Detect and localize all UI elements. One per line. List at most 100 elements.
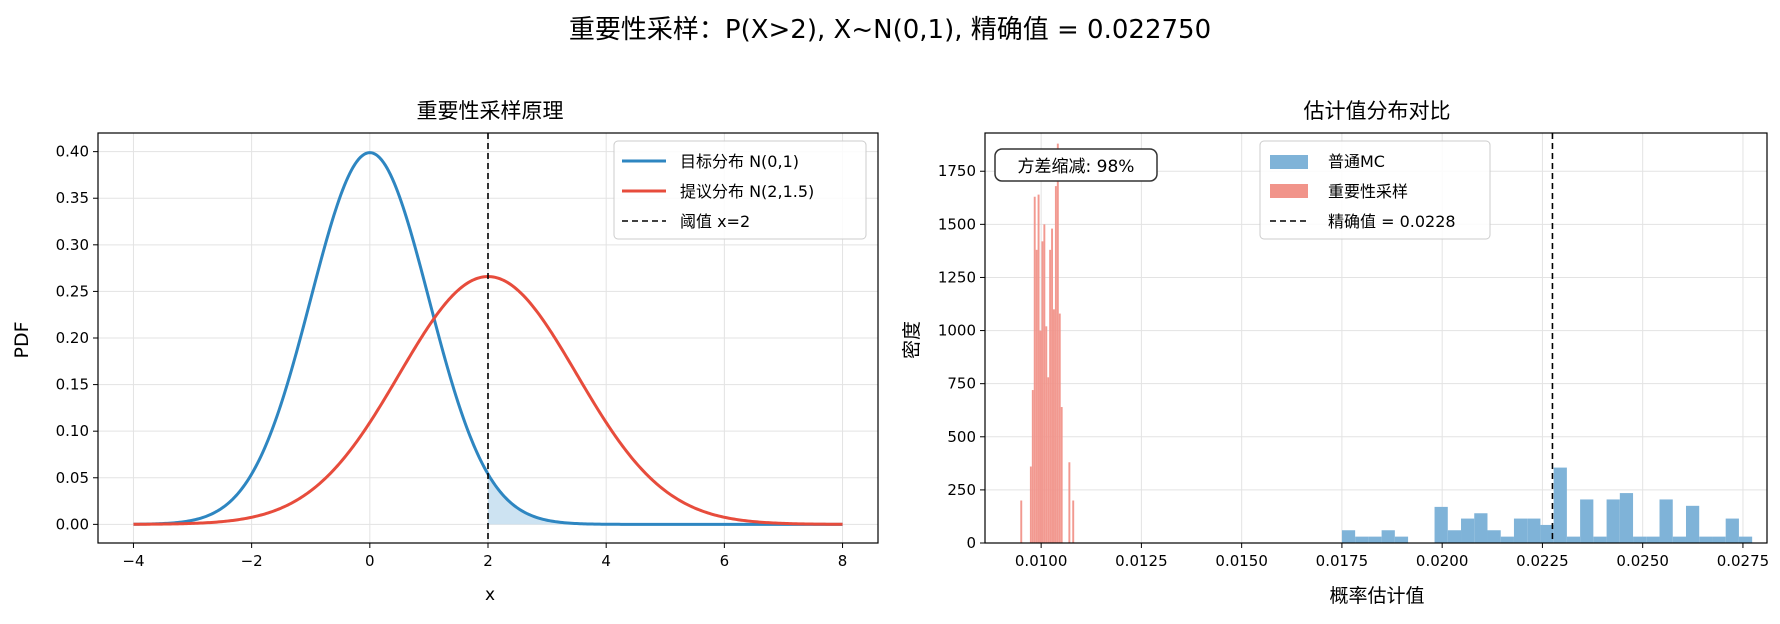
right-x-tick-label: 0.0100	[1015, 552, 1068, 570]
legend-label-target: 目标分布 N(0,1)	[680, 152, 799, 171]
plain-mc-bar	[1447, 530, 1462, 543]
right-x-axis-ticks: 0.0100 0.0125 0.0150 0.0175 0.0200 0.0225 0.02…	[1015, 543, 1769, 570]
importance-sampling-bar	[1043, 224, 1046, 543]
plain-mc-bar	[1461, 518, 1475, 543]
right-y-tick-label: 1500	[938, 215, 976, 233]
plain-mc-bar	[1646, 536, 1660, 543]
importance-sampling-histogram	[1020, 143, 1075, 544]
legend-swatch-plain-mc	[1270, 155, 1308, 169]
importance-sampling-bar	[1029, 466, 1032, 543]
plain-mc-bar	[1593, 536, 1607, 543]
plain-mc-bar	[1434, 506, 1448, 543]
left-y-tick-label: 0.25	[56, 282, 89, 300]
plain-mc-bar	[1685, 505, 1700, 543]
plain-mc-bar	[1474, 513, 1488, 543]
right-plot-frame	[984, 132, 1768, 544]
left-x-tick-label: −2	[241, 552, 263, 570]
importance-sampling-bar	[1037, 194, 1040, 544]
plain-mc-bar	[1659, 499, 1673, 543]
panel-estimator-distribution-comparison: 估计值分布对比 0.0100 0.0125 0.0150 0.0175 0.0200 0.…	[901, 99, 1769, 607]
plain-mc-bar	[1633, 536, 1647, 543]
variance-reduction-text: 方差缩减: 98%	[1018, 157, 1135, 177]
left-y-tick-label: 0.05	[56, 469, 89, 487]
left-legend-box	[613, 140, 867, 240]
importance-sampling-bar	[1072, 500, 1075, 543]
left-y-tick-label: 0.15	[56, 376, 89, 394]
importance-sampling-bar	[1060, 407, 1063, 543]
right-chart-title: 估计值分布对比	[1304, 99, 1451, 123]
plain-mc-bar	[1341, 530, 1356, 543]
plain-mc-bar	[1712, 536, 1726, 543]
plain-mc-histogram	[1341, 467, 1753, 543]
left-legend: 目标分布 N(0,1) 提议分布 N(2,1.5) 阈值 x=2	[613, 140, 867, 240]
plain-mc-bar	[1487, 530, 1501, 543]
plain-mc-bar	[1553, 467, 1567, 543]
right-y-axis-label: 密度	[901, 321, 923, 359]
right-x-tick-label: 0.0200	[1416, 552, 1469, 570]
importance-sampling-bar	[1039, 330, 1042, 543]
tail-probability-shaded-area	[488, 474, 843, 525]
left-y-tick-label: 0.40	[56, 143, 89, 161]
right-x-tick-label: 0.0125	[1115, 552, 1168, 570]
left-y-tick-label: 0.20	[56, 329, 89, 347]
left-y-tick-label: 0.35	[56, 189, 89, 207]
legend-label-importance-sampling: 重要性采样	[1328, 182, 1408, 201]
variance-reduction-annotation: 方差缩减: 98%	[994, 148, 1158, 182]
importance-sampling-bar	[1053, 309, 1055, 543]
legend-swatch-importance-sampling	[1270, 184, 1308, 198]
importance-sampling-bar	[1041, 241, 1044, 543]
plain-mc-bar	[1540, 524, 1554, 543]
plain-mc-bar	[1527, 518, 1541, 543]
importance-sampling-bar	[1056, 143, 1059, 543]
legend-label-plain-mc: 普通MC	[1328, 152, 1385, 171]
right-y-tick-label: 250	[947, 481, 976, 499]
left-x-tick-label: 4	[601, 552, 611, 570]
importance-sampling-bar	[1049, 249, 1052, 543]
importance-sampling-bar	[1051, 228, 1054, 543]
left-x-tick-label: 6	[720, 552, 730, 570]
right-x-tick-label: 0.0225	[1516, 552, 1569, 570]
plain-mc-bar	[1394, 536, 1409, 543]
plain-mc-bar	[1381, 530, 1395, 543]
legend-label-exact-value: 精确值 = 0.0228	[1328, 212, 1456, 231]
right-y-tick-label: 1000	[938, 322, 976, 340]
plain-mc-bar	[1725, 518, 1739, 543]
right-y-axis-ticks: 0 250 500 750 1000 1250 1500 1750	[938, 162, 985, 552]
importance-sampling-bar	[1047, 377, 1050, 543]
plain-mc-bar	[1355, 536, 1369, 543]
panel-importance-sampling-principle: 重要性采样原理 −4 −2 0 2 4 6 8 0.000.050.100.150.200.…	[11, 99, 879, 605]
right-x-axis-label: 概率估计值	[1329, 585, 1424, 607]
plain-mc-bar	[1672, 536, 1686, 543]
right-y-tick-label: 1250	[938, 268, 976, 286]
left-x-tick-label: 8	[838, 552, 848, 570]
right-y-tick-label: 750	[947, 375, 976, 393]
plain-mc-bar	[1738, 536, 1753, 543]
left-y-axis-ticks: 0.00 0.05 0.10 0.15 0.20 0.25 0.30 0.35 0.40	[56, 143, 98, 533]
left-x-tick-label: 2	[483, 552, 493, 570]
plain-mc-bar	[1368, 536, 1382, 543]
right-x-tick-label: 0.0175	[1316, 552, 1369, 570]
left-x-tick-label: 0	[365, 552, 375, 570]
annotation-box	[994, 148, 1158, 182]
right-x-tick-label: 0.0150	[1215, 552, 1268, 570]
left-y-axis-label: PDF	[11, 321, 33, 358]
left-x-tick-label: −4	[122, 552, 144, 570]
plain-mc-bar	[1699, 536, 1713, 543]
left-x-axis-label: x	[485, 585, 495, 605]
left-x-axis-ticks: −4 −2 0 2 4 6 8	[122, 543, 847, 570]
right-x-tick-label: 0.0250	[1616, 552, 1669, 570]
legend-label-proposal: 提议分布 N(2,1.5)	[680, 182, 814, 201]
importance-sampling-bar	[1054, 186, 1057, 544]
left-y-tick-label: 0.10	[56, 422, 89, 440]
importance-sampling-bar	[1020, 500, 1023, 543]
importance-sampling-bar	[1058, 313, 1061, 543]
plain-mc-bar	[1580, 499, 1594, 543]
right-y-tick-label: 0	[966, 534, 976, 552]
right-legend: 普通MC 重要性采样 精确值 = 0.0228	[1259, 140, 1491, 240]
plain-mc-bar	[1566, 536, 1581, 543]
left-y-tick-label: 0.00	[56, 515, 89, 533]
importance-sampling-bar	[1068, 462, 1071, 543]
right-legend-box	[1259, 140, 1491, 240]
